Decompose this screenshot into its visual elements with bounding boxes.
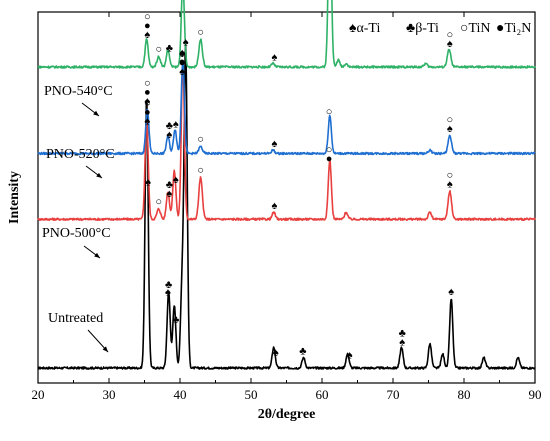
phase-marker: ○ <box>446 29 453 41</box>
phase-marker: ○ <box>326 106 333 118</box>
phase-marker: ♣ <box>166 120 173 132</box>
x-axis-ticks: 20 30 40 50 60 70 80 90 <box>32 12 542 402</box>
legend-symbol: ♣ <box>406 21 415 36</box>
phase-marker: ♠ <box>272 52 278 64</box>
x-tick-label: 50 <box>245 387 258 402</box>
phase-markers: ♠♣♠♣♠♠ ♣ ♠♠♣♠♠●○○♠♣ ♠♠●♠○♠●○♠○♠●○♠♣ ♠●♠○ ♠○♠○… <box>144 11 454 362</box>
phase-marker: ♠ <box>447 123 453 135</box>
phase-marker: ♣ <box>166 43 173 55</box>
series-label: PNO-520°C <box>46 147 115 162</box>
phase-marker: ● <box>179 57 186 69</box>
series-label-arrowhead <box>93 110 99 116</box>
series-label: PNO-500°C <box>42 226 111 241</box>
x-tick-label: 60 <box>316 387 329 402</box>
phase-marker: ○ <box>155 44 162 56</box>
phase-marker: ♠ <box>179 48 185 60</box>
legend-symbol: ○ <box>460 21 468 36</box>
phase-marker: ♠ <box>165 286 171 298</box>
phase-marker: ○ <box>197 26 204 38</box>
series-label-arrowhead <box>94 252 100 258</box>
x-axis-title: 2θ/degree <box>258 407 316 422</box>
x-tick-label: 20 <box>32 387 45 402</box>
phase-marker: ● <box>144 20 151 32</box>
y-axis-title: Intensity <box>7 171 22 224</box>
phase-marker: ○ <box>197 165 204 177</box>
phase-marker: ♠ <box>272 200 278 212</box>
legend-entry: ♠α-Ti <box>349 21 380 36</box>
legend-label: TiN <box>468 21 490 36</box>
phase-marker: ♠ <box>179 66 185 78</box>
phase-marker: ● <box>144 107 151 119</box>
phase-marker: ♠ <box>447 179 453 191</box>
phase-marker: ♠ <box>347 350 353 362</box>
phase-marker: ○ <box>144 11 151 23</box>
phase-marker: ♠ <box>145 176 151 188</box>
phase-marker: ○ <box>144 78 151 90</box>
series-label-arrowhead <box>102 346 108 352</box>
legend-label: α-Ti <box>356 21 380 36</box>
phase-marker: ♠ <box>173 174 179 186</box>
series-curves <box>37 0 536 370</box>
legend-entry: ○TiN <box>460 21 491 36</box>
phase-marker: ♠ <box>273 347 279 359</box>
phase-marker: ♣ <box>172 314 179 326</box>
phase-marker: ♠ <box>179 47 185 59</box>
x-tick-label: 90 <box>529 387 542 402</box>
series-label: Untreated <box>48 311 103 326</box>
phase-marker: ● <box>179 56 186 68</box>
phase-marker: ○ <box>446 170 453 182</box>
phase-marker: ○ <box>326 144 333 156</box>
x-tick-label: 80 <box>458 387 471 402</box>
phase-marker: ♣ <box>165 279 172 291</box>
phase-marker: ♠ <box>272 138 278 150</box>
phase-marker: ♣ <box>399 327 406 339</box>
phase-marker: ♠ <box>183 37 189 49</box>
x-tick-label: 70 <box>387 387 400 402</box>
phase-marker: ○ <box>446 114 453 126</box>
legend-label: β-Ti <box>415 21 439 36</box>
series-labels: Untreated PNO-500°C PNO-520°C PNO-540°C <box>42 84 115 353</box>
phase-marker: ● <box>326 153 333 165</box>
legend-entry: ●Ti₂N <box>496 21 531 36</box>
legend-symbol: ♠ <box>349 21 357 36</box>
phase-marker: ♠ <box>448 286 454 298</box>
phase-marker: ♠ <box>173 119 179 131</box>
x-tick-label: 30 <box>103 387 116 402</box>
legend: ♠α-Ti ♣β-Ti ○TiN ●Ti₂N <box>349 21 531 36</box>
phase-marker: ♣ <box>166 179 173 191</box>
series-line <box>37 63 536 222</box>
phase-marker: ♠ <box>447 38 453 50</box>
series-line <box>37 0 536 69</box>
phase-marker: ○ <box>144 98 151 110</box>
phase-marker: ○ <box>197 134 204 146</box>
phase-marker: ♠ <box>144 116 150 128</box>
series-line <box>37 60 536 156</box>
series-label-arrowhead <box>96 172 102 178</box>
phase-marker: ○ <box>155 196 162 208</box>
phase-marker: ♠ <box>166 188 172 200</box>
phase-marker: ♠ <box>144 96 150 108</box>
phase-marker: ♣ <box>299 346 306 358</box>
series-line <box>37 42 536 370</box>
x-tick-label: 40 <box>174 387 187 402</box>
phase-marker: ● <box>144 87 151 99</box>
series-label: PNO-540°C <box>44 84 113 99</box>
phase-marker: ♠ <box>399 336 405 348</box>
legend-label: Ti₂N <box>504 21 531 36</box>
phase-marker: ♠ <box>166 129 172 141</box>
legend-symbol: ● <box>496 21 504 36</box>
phase-marker: ♠ <box>144 29 150 41</box>
legend-entry: ♣β-Ti <box>406 21 439 36</box>
